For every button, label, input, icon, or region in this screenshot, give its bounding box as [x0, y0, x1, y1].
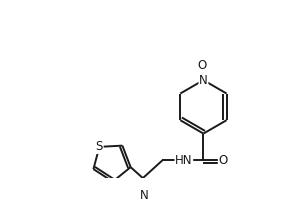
Text: O: O	[218, 154, 228, 167]
Text: N: N	[199, 74, 208, 87]
Text: HN: HN	[175, 154, 193, 167]
Text: S: S	[96, 140, 103, 153]
Text: N: N	[140, 189, 149, 200]
Text: O: O	[197, 59, 206, 72]
